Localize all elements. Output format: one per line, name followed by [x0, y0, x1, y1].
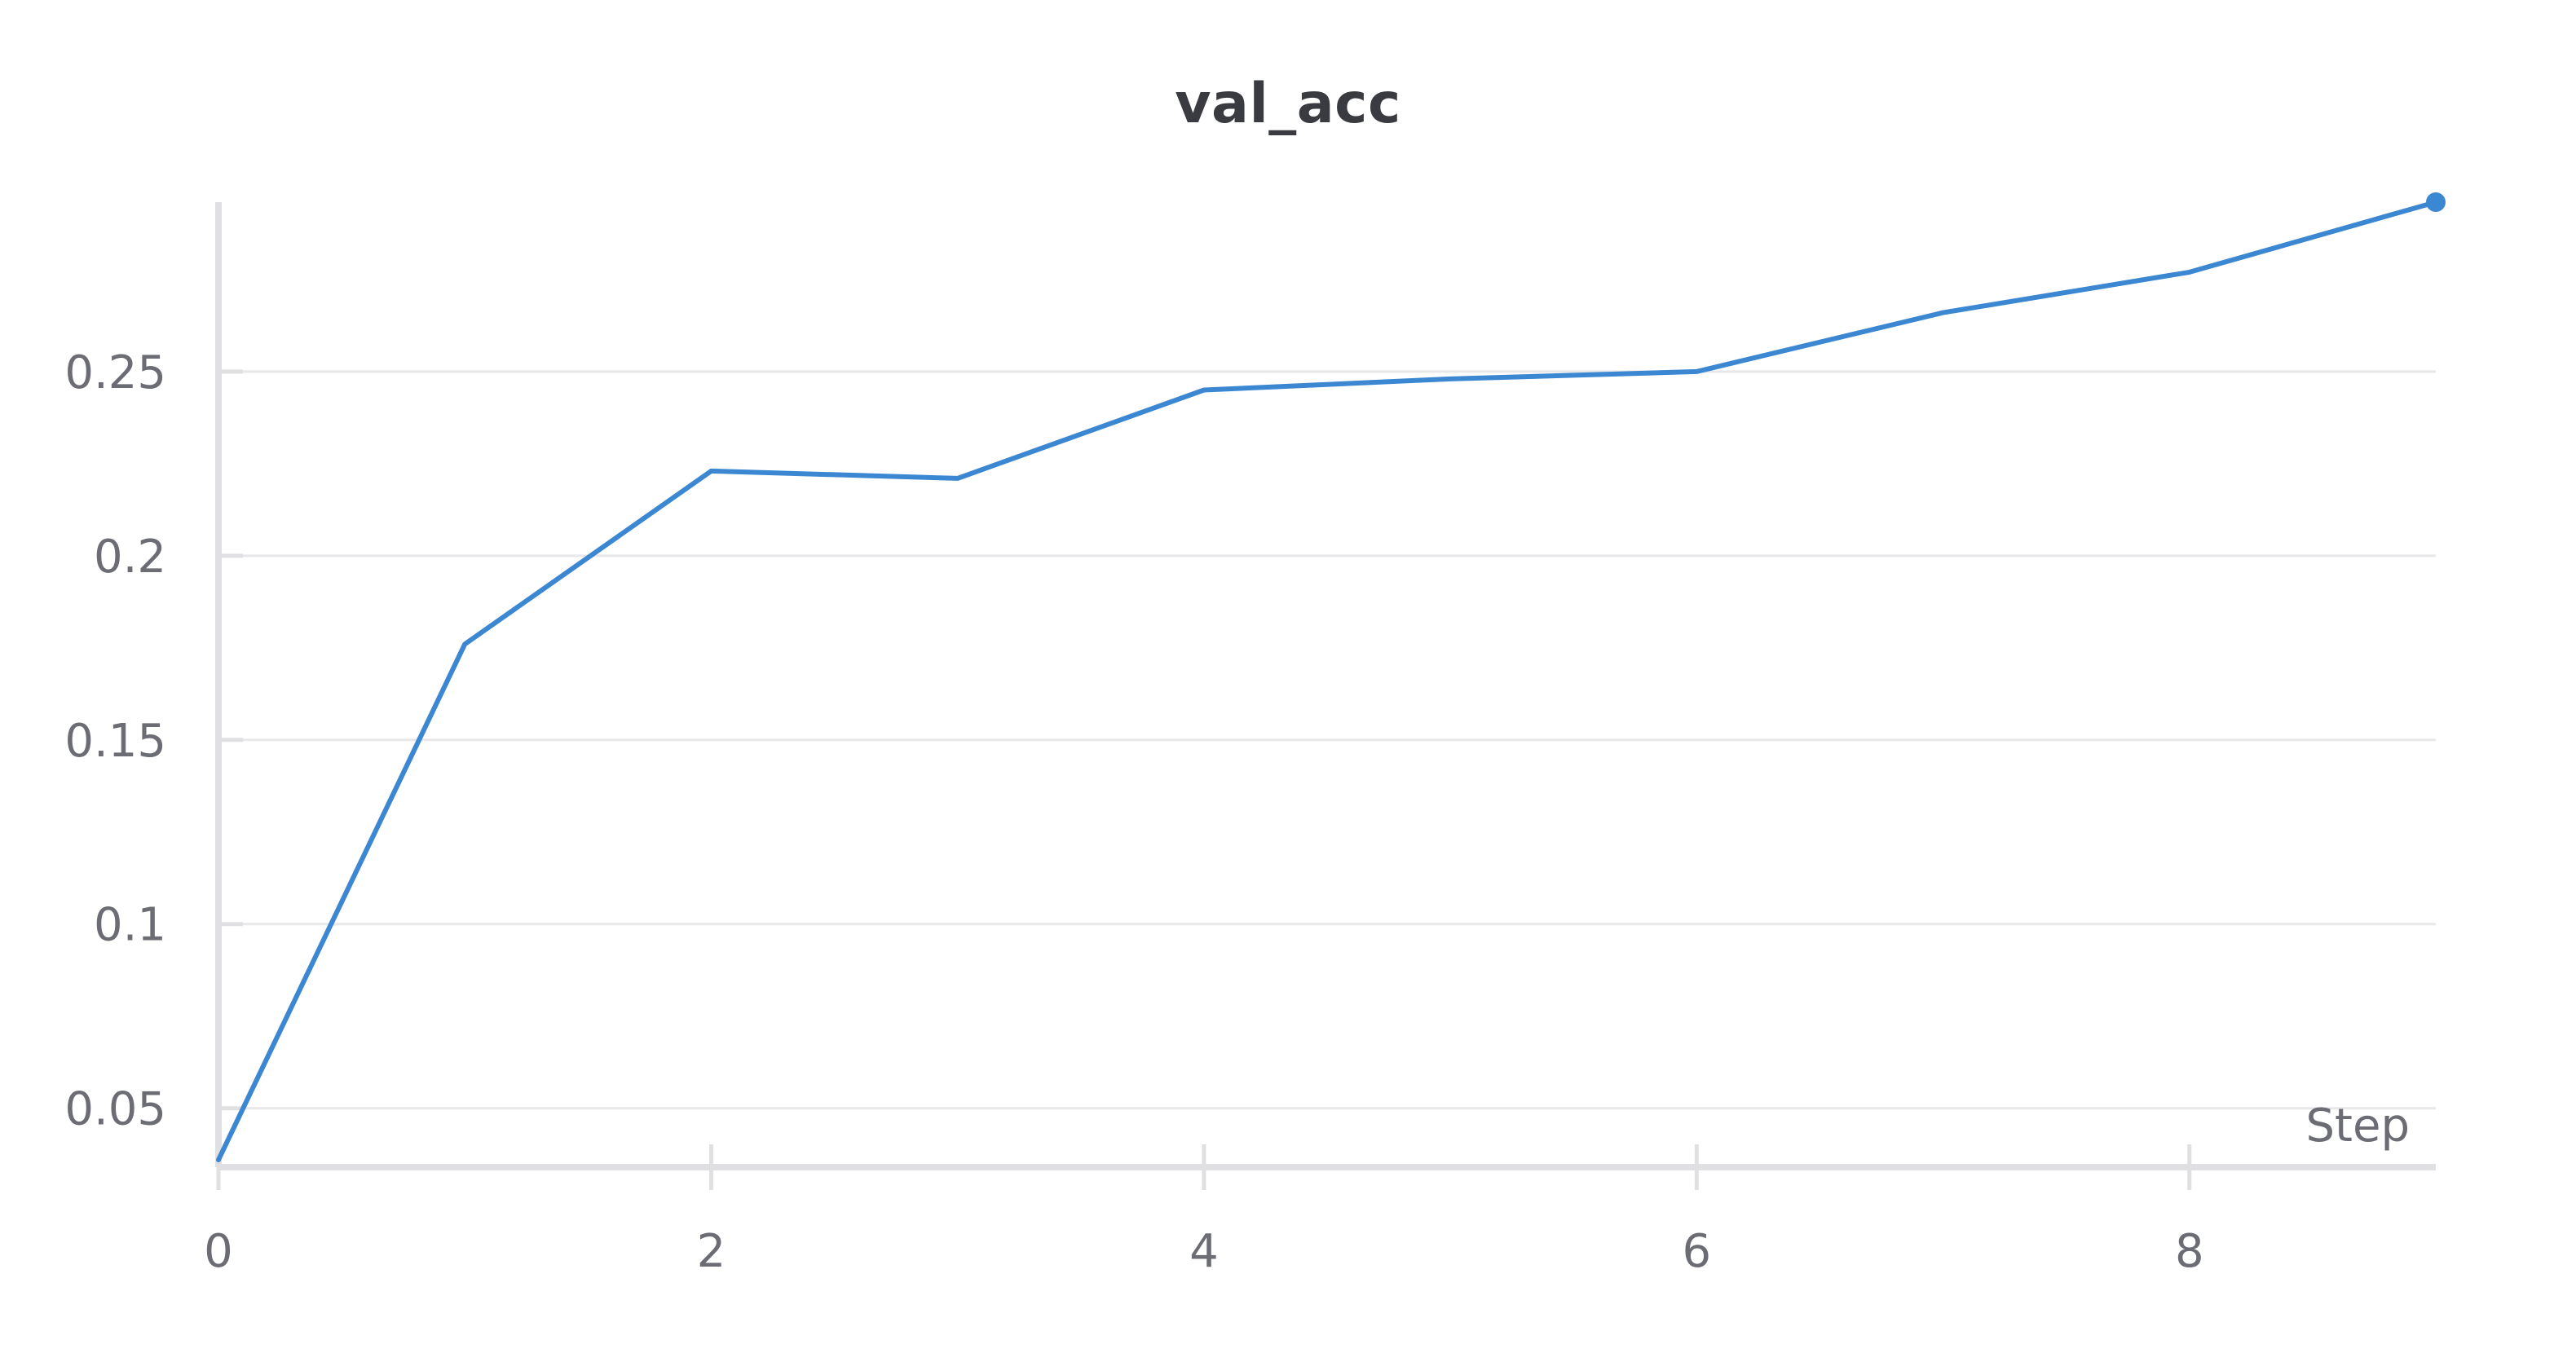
x-axis-label: Step: [2305, 1100, 2410, 1152]
x-tick-label: 8: [2175, 1225, 2204, 1278]
y-tick-label: 0.1: [94, 899, 166, 952]
data-point: [1694, 369, 1699, 374]
x-tick-label: 0: [204, 1225, 233, 1278]
data-point: [955, 476, 960, 481]
data-point: [1941, 311, 1946, 315]
y-tick-label: 0.2: [94, 531, 166, 584]
data-point: [462, 641, 467, 646]
chart-title: val_acc: [1175, 72, 1401, 136]
y-tick-label: 0.15: [64, 715, 166, 768]
last-point-marker: [2426, 192, 2446, 212]
y-tick-label: 0.05: [64, 1083, 166, 1136]
data-point: [216, 1157, 221, 1162]
series-line: [216, 200, 2438, 1162]
x-tick-label: 2: [697, 1225, 726, 1278]
data-point: [708, 469, 713, 474]
y-tick-label: 0.25: [64, 346, 166, 399]
data-point: [2187, 270, 2192, 275]
data-point: [1202, 387, 1206, 392]
x-tick-label: 4: [1189, 1225, 1219, 1278]
x-tick-label: 6: [1683, 1225, 1712, 1278]
data-point: [1448, 377, 1453, 381]
